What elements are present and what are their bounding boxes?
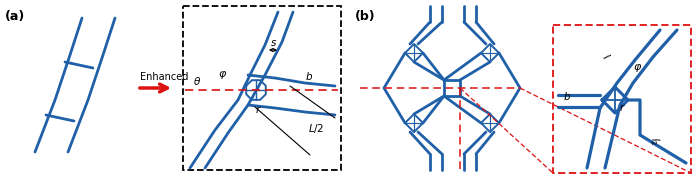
Text: $r$: $r$ [255, 104, 262, 115]
Text: $b$: $b$ [563, 90, 571, 102]
Text: $\varphi$: $\varphi$ [633, 62, 642, 74]
Text: $L/2$: $L/2$ [308, 122, 324, 135]
Text: $s$: $s$ [270, 38, 277, 48]
Text: (b): (b) [355, 10, 376, 23]
Text: $b$: $b$ [305, 70, 313, 82]
Text: $l_2$: $l_2$ [647, 136, 662, 147]
Text: $l$: $l$ [600, 51, 613, 62]
Bar [553, 25, 691, 173]
Bar [183, 6, 341, 170]
Text: $r$: $r$ [619, 102, 626, 113]
Text: $\varphi$: $\varphi$ [218, 69, 227, 81]
Text: Enhanced: Enhanced [140, 72, 188, 82]
Text: (a): (a) [5, 10, 25, 23]
Text: $\theta$: $\theta$ [193, 75, 201, 87]
